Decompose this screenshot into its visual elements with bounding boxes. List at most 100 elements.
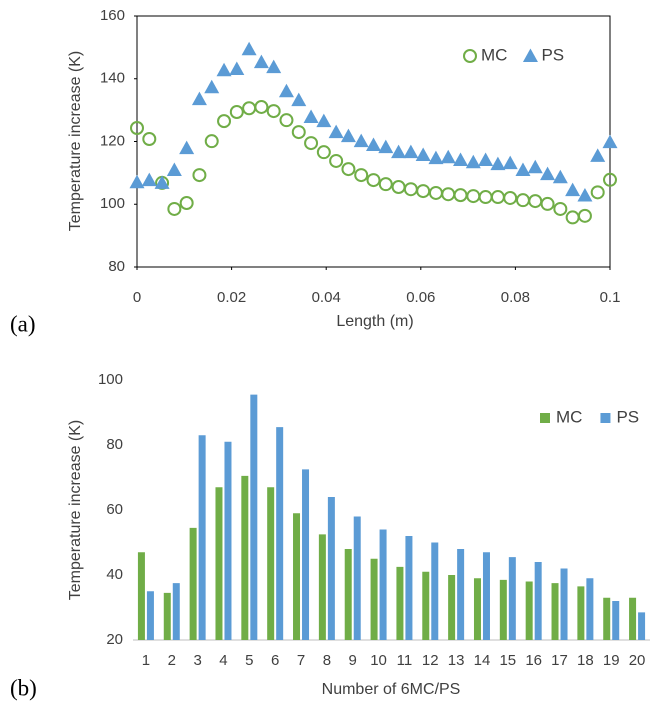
x-tick-label: 7 [297, 652, 305, 669]
bar [457, 549, 465, 640]
triangle-marker [216, 62, 232, 77]
triangle-marker [328, 124, 344, 139]
circle-marker [403, 182, 418, 197]
circle-marker [590, 185, 605, 200]
x-tick-label: 0.04 [312, 289, 341, 306]
circle-marker [391, 179, 406, 194]
circle-marker [515, 193, 530, 208]
x-tick-label: 0 [133, 289, 141, 306]
triangle-marker [141, 172, 157, 187]
bar [586, 578, 594, 640]
circle-marker [478, 190, 493, 205]
legend-swatch [600, 413, 611, 423]
circle-marker [229, 105, 244, 120]
legend-swatch [540, 413, 550, 423]
x-tick-label: 18 [577, 652, 594, 669]
circle-marker [463, 49, 477, 63]
bar [603, 597, 611, 640]
y-tick-label: 40 [106, 566, 123, 583]
triangle-marker [316, 113, 332, 128]
triangle-marker [241, 41, 257, 56]
triangle-marker [340, 128, 356, 143]
circle-marker [503, 190, 518, 205]
triangle-marker [415, 147, 431, 161]
triangle-marker [403, 144, 419, 159]
bar [163, 592, 171, 640]
triangle-marker [129, 174, 145, 189]
bar [525, 581, 533, 640]
x-tick-label: 3 [193, 652, 201, 669]
bar [198, 435, 206, 640]
bar [499, 579, 507, 640]
circle-marker [553, 201, 568, 216]
panel-label: (a) [10, 311, 36, 336]
bar [353, 516, 361, 640]
x-tick-label: 4 [219, 652, 227, 669]
circle-marker [142, 131, 157, 146]
triangle-marker [378, 139, 394, 154]
y-tick-label: 140 [100, 70, 125, 87]
bar [405, 536, 413, 640]
x-tick-label: 0.08 [501, 289, 530, 306]
triangle-marker [154, 175, 170, 189]
circle-marker [428, 185, 443, 200]
circle-marker [528, 194, 543, 209]
bar [250, 394, 258, 640]
y-tick-label: 100 [100, 195, 125, 212]
bar [396, 566, 404, 640]
bar [241, 475, 249, 640]
bar [508, 557, 516, 640]
y-tick-label: 160 [100, 7, 125, 24]
circle-marker [242, 101, 257, 116]
bar [189, 527, 197, 640]
circle-marker [329, 153, 344, 168]
circle-marker [466, 189, 481, 204]
bar [370, 558, 378, 640]
circle-marker [279, 113, 294, 128]
triangle-marker [565, 182, 581, 197]
circle-marker [179, 195, 194, 210]
circle-marker [354, 168, 369, 183]
circle-marker [316, 145, 331, 160]
bar [422, 571, 430, 640]
triangle-marker [552, 169, 568, 184]
circle-marker [540, 196, 555, 211]
x-tick-label: 1 [142, 652, 150, 669]
bar [379, 529, 387, 640]
y-tick-label: 80 [108, 258, 125, 275]
circle-marker [291, 125, 306, 140]
triangle-marker [179, 140, 195, 155]
triangle-marker [428, 150, 444, 165]
triangle-marker [353, 133, 369, 148]
triangle-marker [590, 148, 606, 162]
bar [293, 513, 301, 640]
circle-marker [490, 190, 505, 205]
x-tick-label: 11 [397, 652, 413, 669]
bar [534, 562, 542, 640]
triangle-marker [229, 61, 245, 76]
circle-marker [366, 173, 381, 188]
bar [551, 583, 559, 640]
bar [327, 497, 335, 640]
x-axis-title: Number of 6MC/PS [322, 681, 461, 698]
triangle-marker [266, 59, 282, 74]
circle-marker [254, 99, 269, 114]
bar [302, 469, 310, 640]
triangle-marker [602, 134, 618, 149]
x-tick-label: 6 [271, 652, 279, 669]
bar [473, 578, 481, 640]
x-tick-label: 13 [448, 652, 465, 669]
bar [137, 552, 145, 640]
x-tick-label: 12 [422, 652, 439, 669]
triangle-marker [391, 144, 407, 159]
x-tick-label: 20 [629, 652, 646, 669]
legend-label: MC [481, 45, 507, 64]
bar [215, 487, 223, 640]
bar [318, 534, 326, 640]
bar [431, 542, 439, 640]
triangle-marker [502, 155, 518, 170]
y-tick-label: 60 [106, 501, 123, 518]
triangle-marker [166, 162, 182, 177]
x-tick-label: 17 [551, 652, 568, 669]
